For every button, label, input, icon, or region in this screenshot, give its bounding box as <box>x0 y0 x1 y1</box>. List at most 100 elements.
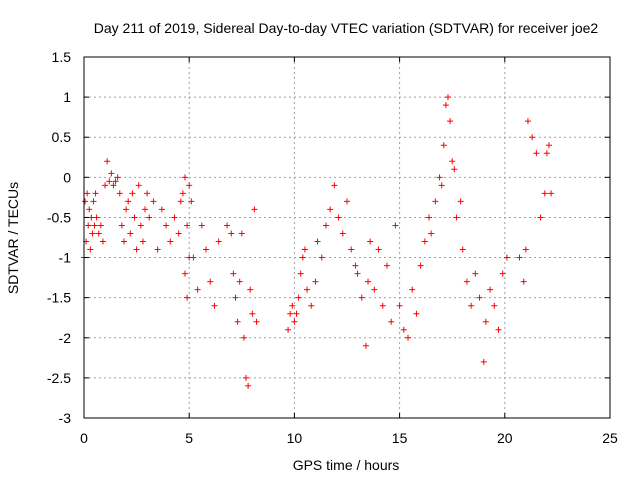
data-point <box>240 334 247 341</box>
data-point <box>181 270 188 277</box>
data-point <box>135 182 142 189</box>
y-tick-label: -1.5 <box>47 290 71 306</box>
data-point <box>297 270 304 277</box>
data-point <box>293 310 300 317</box>
y-tick-label: 1 <box>63 89 71 105</box>
data-point <box>322 222 329 229</box>
data-point <box>499 270 506 277</box>
data-point <box>230 270 237 277</box>
data-point <box>442 102 449 109</box>
data-point <box>522 246 529 253</box>
data-point <box>90 198 97 205</box>
data-point <box>344 198 350 205</box>
data-point <box>438 182 445 189</box>
data-point <box>238 230 245 237</box>
data-point <box>417 262 424 269</box>
data-point <box>318 254 325 261</box>
x-tick-labels: 0 5 10 15 20 25 <box>80 430 618 446</box>
data-point <box>457 198 464 205</box>
data-point <box>413 310 420 317</box>
y-tick-label: 1.5 <box>52 49 72 65</box>
data-point <box>108 170 115 177</box>
data-point <box>224 222 231 229</box>
data-point <box>468 302 475 309</box>
data-point <box>396 302 403 309</box>
data-point <box>541 190 548 197</box>
series-20.5-22.5h <box>516 118 555 285</box>
series-13-15h <box>354 222 399 349</box>
data-point <box>188 198 195 205</box>
data-point <box>177 198 184 205</box>
data-point <box>358 294 365 301</box>
data-point <box>339 230 346 237</box>
data-point <box>154 246 161 253</box>
data-point <box>236 278 243 285</box>
data-point <box>194 286 201 293</box>
data-point <box>123 206 130 213</box>
data-point <box>421 238 428 245</box>
data-point <box>308 302 315 309</box>
data-point <box>503 254 510 261</box>
data-point <box>146 214 153 221</box>
series-16.5-17.5h <box>428 94 454 237</box>
data-point <box>432 198 439 205</box>
data-point <box>150 198 157 205</box>
data-point <box>163 222 170 229</box>
data-point <box>181 174 188 181</box>
data-point <box>495 326 502 333</box>
data-point <box>86 206 93 213</box>
data-point <box>139 238 146 245</box>
data-point <box>102 182 109 189</box>
data-point <box>171 214 178 221</box>
data-point <box>472 270 479 277</box>
x-tick-label: 20 <box>497 430 513 446</box>
data-point <box>207 278 214 285</box>
data-point <box>388 318 395 325</box>
data-point <box>348 246 355 253</box>
x-tick-label: 15 <box>392 430 408 446</box>
data-point <box>453 214 460 221</box>
data-point <box>167 238 174 245</box>
series-0-1.2h <box>81 158 113 261</box>
data-point <box>142 206 149 213</box>
y-tick-label: 0.5 <box>52 129 72 145</box>
data-point <box>82 198 89 205</box>
data-point <box>520 278 527 285</box>
data-point <box>211 302 218 309</box>
data-point <box>451 166 458 173</box>
data-point <box>371 286 378 293</box>
data-point <box>405 334 412 341</box>
data-point <box>480 358 487 365</box>
data-point <box>400 326 407 333</box>
data-point <box>215 238 222 245</box>
series-5-6.5h <box>181 182 222 309</box>
data-point <box>131 214 138 221</box>
data-point <box>95 230 102 237</box>
data-point <box>186 182 193 189</box>
data-point <box>529 134 536 141</box>
data-point <box>110 182 117 189</box>
data-point <box>89 230 96 237</box>
data-point <box>548 190 555 197</box>
data-marks <box>81 94 555 389</box>
data-point <box>232 294 239 301</box>
data-point <box>516 254 523 261</box>
data-point <box>354 270 361 277</box>
data-point <box>91 222 98 229</box>
data-point <box>137 222 144 229</box>
x-tick-label: 0 <box>80 430 88 446</box>
data-point <box>133 246 140 253</box>
grid <box>84 57 610 418</box>
data-point <box>409 286 416 293</box>
data-point <box>314 238 321 245</box>
data-point <box>129 190 136 197</box>
data-point <box>228 230 235 237</box>
data-point <box>487 286 494 293</box>
data-point <box>447 118 454 125</box>
x-axis-label: GPS time / hours <box>293 457 400 473</box>
y-tick-label: -2 <box>59 330 72 346</box>
data-point <box>179 190 186 197</box>
data-point <box>203 246 210 253</box>
data-point <box>127 230 134 237</box>
